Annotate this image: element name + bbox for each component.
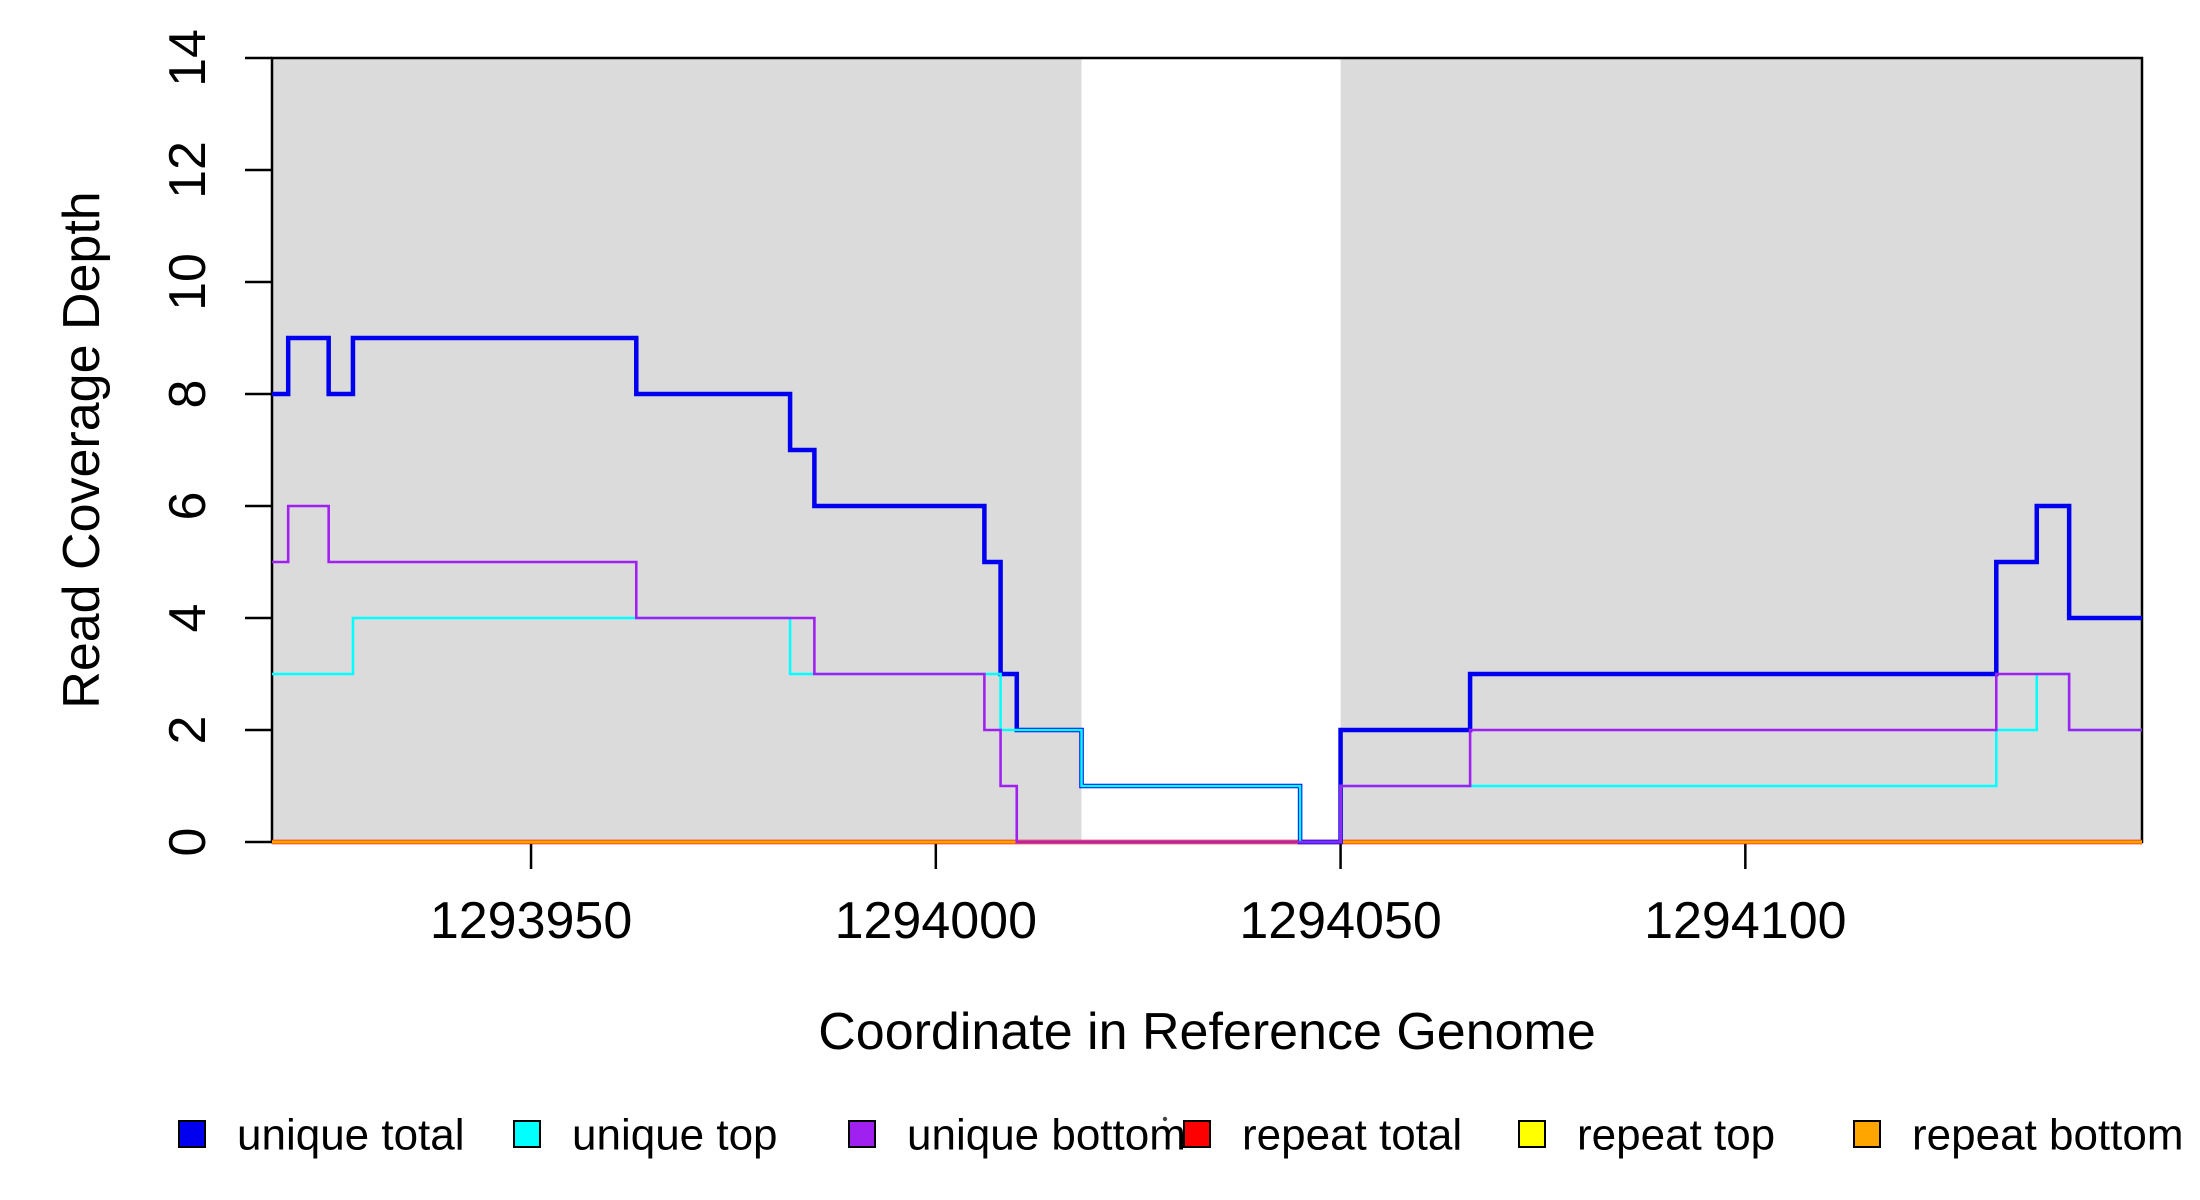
- x-axis-title: Coordinate in Reference Genome: [818, 1003, 1596, 1061]
- legend-item-unique-total: unique total: [178, 1111, 465, 1160]
- y-tick-label: 4: [159, 604, 217, 633]
- legend-label: repeat top: [1577, 1111, 1775, 1160]
- legend-label: unique top: [572, 1111, 778, 1160]
- y-tick-label: 6: [159, 492, 217, 521]
- legend-swatch: [1518, 1120, 1546, 1148]
- legend-swatch: [513, 1120, 541, 1148]
- legend-item-repeat-bottom: repeat bottom: [1853, 1111, 2184, 1160]
- series-unique-total-line: [272, 335, 2142, 845]
- y-axis-title: Read Coverage Depth: [53, 191, 111, 708]
- x-tick-label: 1294050: [1239, 892, 1441, 950]
- legend-label: repeat bottom: [1912, 1111, 2184, 1160]
- x-tick-label: 1294000: [835, 892, 1037, 950]
- legend-swatch: [178, 1120, 206, 1148]
- unique-region-left-shading: [272, 58, 1082, 842]
- legend-label: unique total: [237, 1111, 465, 1160]
- y-tick-label: 14: [159, 29, 217, 87]
- stray-mark: [1162, 1116, 1168, 1122]
- y-tick-label: 2: [159, 716, 217, 745]
- legend-swatch: [1853, 1120, 1881, 1148]
- x-tick-label: 1293950: [430, 892, 632, 950]
- x-tick-label: 1294100: [1644, 892, 1846, 950]
- series-unique-top-line: [272, 616, 2142, 844]
- legend-label: repeat total: [1242, 1111, 1462, 1160]
- unique-region-right-shading: [1340, 58, 2142, 842]
- y-tick-label: 8: [159, 380, 217, 409]
- y-tick-label: 12: [159, 141, 217, 199]
- legend-item-unique-top: unique top: [513, 1111, 778, 1160]
- legend-label: unique bottom: [907, 1111, 1186, 1160]
- legend-item-repeat-top: repeat top: [1518, 1111, 1775, 1160]
- series-unique-bottom-line: [272, 504, 2142, 844]
- y-tick-label: 10: [159, 253, 217, 311]
- legend-swatch: [1183, 1120, 1211, 1148]
- legend-item-repeat-total: repeat total: [1183, 1111, 1462, 1160]
- legend-swatch: [848, 1120, 876, 1148]
- y-tick-label: 0: [159, 828, 217, 857]
- legend-item-unique-bottom: unique bottom: [848, 1111, 1186, 1160]
